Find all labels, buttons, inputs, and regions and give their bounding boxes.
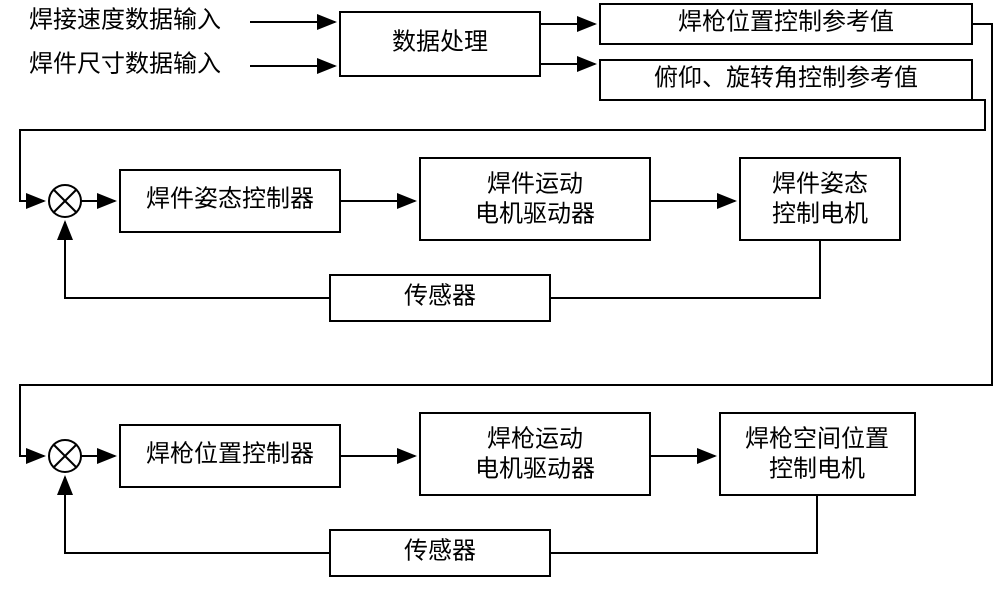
box-pos-sensor: 传感器 — [330, 530, 550, 576]
svg-text:焊枪位置控制参考值: 焊枪位置控制参考值 — [678, 9, 894, 36]
svg-text:传感器: 传感器 — [404, 283, 476, 310]
arrow-pos-sensor-to-sj2 — [65, 477, 330, 553]
svg-text:控制电机: 控制电机 — [772, 201, 868, 228]
box-ref-position: 焊枪位置控制参考值 — [600, 4, 972, 44]
svg-text:电机驱动器: 电机驱动器 — [475, 201, 595, 228]
box-att-motor: 焊件姿态 控制电机 — [740, 158, 900, 240]
svg-text:控制电机: 控制电机 — [769, 456, 865, 483]
line-att-motor-to-sensor — [550, 240, 820, 298]
input-label-size: 焊件尺寸数据输入 — [29, 51, 221, 78]
box-att-driver: 焊件运动 电机驱动器 — [420, 158, 650, 240]
svg-text:电机驱动器: 电机驱动器 — [475, 456, 595, 483]
svg-text:俯仰、旋转角控制参考值: 俯仰、旋转角控制参考值 — [654, 65, 918, 92]
svg-text:传感器: 传感器 — [404, 538, 476, 565]
svg-text:数据处理: 数据处理 — [392, 29, 488, 56]
line-pos-motor-to-sensor — [550, 495, 817, 553]
input-label-speed: 焊接速度数据输入 — [29, 7, 221, 34]
arrow-att-sensor-to-sj1 — [65, 222, 330, 298]
box-pos-motor: 焊枪空间位置 控制电机 — [720, 413, 915, 495]
svg-text:焊枪运动: 焊枪运动 — [487, 426, 583, 453]
box-att-sensor: 传感器 — [330, 275, 550, 321]
box-data-process: 数据处理 — [340, 12, 540, 76]
svg-text:焊件运动: 焊件运动 — [487, 171, 583, 198]
box-pos-driver: 焊枪运动 电机驱动器 — [420, 413, 650, 495]
svg-text:焊枪空间位置: 焊枪空间位置 — [745, 426, 889, 453]
summing-junction-2 — [49, 440, 81, 472]
summing-junction-1 — [49, 185, 81, 217]
box-ref-angle: 俯仰、旋转角控制参考值 — [600, 60, 972, 100]
box-att-controller: 焊件姿态控制器 — [120, 170, 340, 232]
box-pos-controller: 焊枪位置控制器 — [120, 425, 340, 487]
svg-text:焊件姿态: 焊件姿态 — [772, 171, 868, 198]
svg-text:焊枪位置控制器: 焊枪位置控制器 — [146, 441, 314, 468]
svg-text:焊件姿态控制器: 焊件姿态控制器 — [146, 186, 314, 213]
